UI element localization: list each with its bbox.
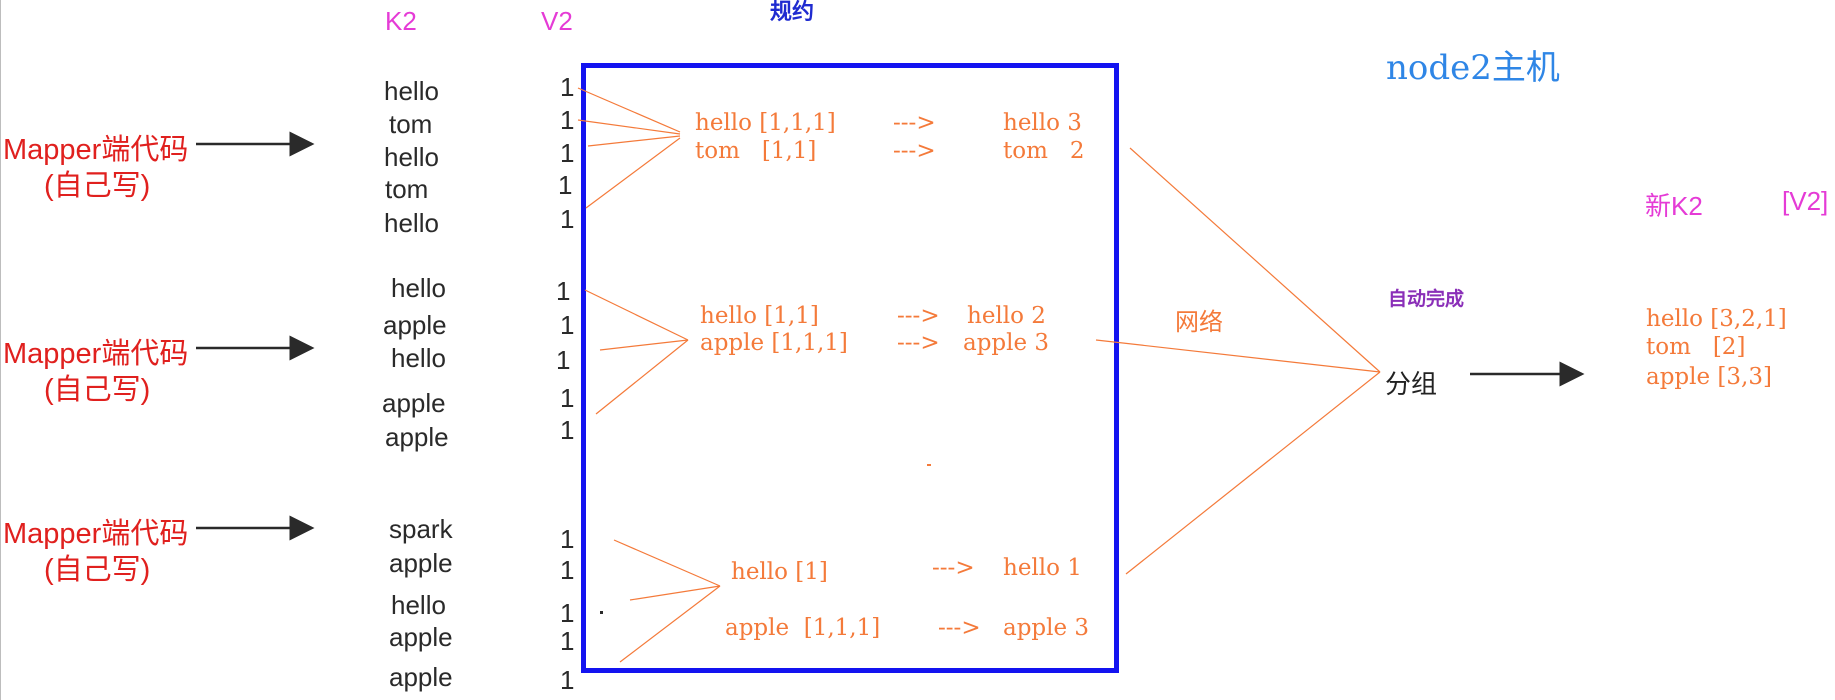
combine-key-list: hello [1]	[731, 559, 828, 585]
combine-result: hello 3	[1003, 110, 1082, 136]
v2-item: 1	[560, 415, 575, 445]
k2-item: apple	[382, 388, 446, 418]
auto-complete-label: 自动完成	[1388, 289, 1465, 310]
network-label: 网络	[1175, 309, 1223, 336]
v2-item: 1	[560, 204, 575, 234]
k2-item: hello	[384, 208, 439, 238]
v2-item: 1	[558, 170, 573, 200]
v2-item: 1	[560, 138, 575, 168]
v2-item: 1	[560, 665, 575, 695]
combine-key-list: hello [1,1,1]	[695, 110, 836, 136]
k2-item: spark	[389, 514, 453, 544]
combine-key-list: apple [1,1,1]	[725, 615, 881, 641]
combine-arrow: --->	[932, 555, 975, 581]
combine-result: hello 1	[1003, 555, 1082, 581]
group-label: 分组	[1385, 369, 1438, 399]
v2-item: 1	[560, 598, 575, 628]
combine-title: 规约	[770, 0, 815, 24]
k2-item: apple	[389, 622, 453, 652]
k2-item: hello	[384, 76, 439, 106]
combiner-box	[581, 63, 1119, 673]
combine-arrow: --->	[938, 615, 981, 641]
combine-result: apple 3	[963, 330, 1050, 356]
mapper-sub-2: (自己写)	[44, 374, 151, 406]
k2-item: hello	[384, 142, 439, 172]
mapper-label-3: Mapper端代码	[3, 518, 189, 550]
grouped-output-line: hello [3,2,1]	[1646, 306, 1787, 332]
v2-item: 1	[560, 105, 575, 135]
k2-item: hello	[391, 273, 446, 303]
new-v2-header: [V2]	[1782, 186, 1829, 216]
mapper-label-2: Mapper端代码	[3, 338, 189, 370]
combine-key-list: hello [1,1]	[700, 303, 819, 329]
v2-item: 1	[560, 626, 575, 656]
mapper-sub-3: (自己写)	[44, 554, 151, 586]
combine-arrow: --->	[893, 110, 936, 136]
combine-result: hello 2	[967, 303, 1046, 329]
k2-header: K2	[385, 6, 417, 36]
mapper-sub-1: (自己写)	[44, 170, 151, 202]
v2-item: 1	[560, 555, 575, 585]
mapper-label-1: Mapper端代码	[3, 134, 189, 166]
v2-item: 1	[560, 72, 575, 102]
new-k2-header: 新K2	[1645, 191, 1703, 221]
combine-arrow: --->	[897, 330, 940, 356]
k2-item: tom	[389, 109, 433, 139]
node-label: node2主机	[1386, 48, 1560, 88]
v2-header: V2	[541, 6, 573, 36]
v2-item: 1	[560, 383, 575, 413]
v2-item: 1	[556, 276, 571, 306]
k2-item: hello	[391, 343, 446, 373]
left-border	[0, 0, 1, 700]
combine-key-list: apple [1,1,1]	[700, 330, 848, 356]
combine-arrow: --->	[897, 303, 940, 329]
k2-item: apple	[389, 662, 453, 692]
k2-item: apple	[383, 310, 447, 340]
combine-result: apple 3	[1003, 615, 1090, 641]
k2-item: hello	[391, 590, 446, 620]
v2-item: 1	[556, 345, 571, 375]
combine-key-list: tom [1,1]	[695, 138, 817, 164]
k2-item: tom	[385, 174, 429, 204]
grouped-output-line: tom [2]	[1646, 334, 1746, 360]
v2-item: 1	[560, 524, 575, 554]
k2-item: apple	[389, 548, 453, 578]
combine-result: tom 2	[1003, 138, 1085, 164]
grouped-output-line: apple [3,3]	[1646, 364, 1772, 390]
combine-arrow: --->	[893, 138, 936, 164]
k2-item: apple	[385, 422, 449, 452]
v2-item: 1	[560, 310, 575, 340]
